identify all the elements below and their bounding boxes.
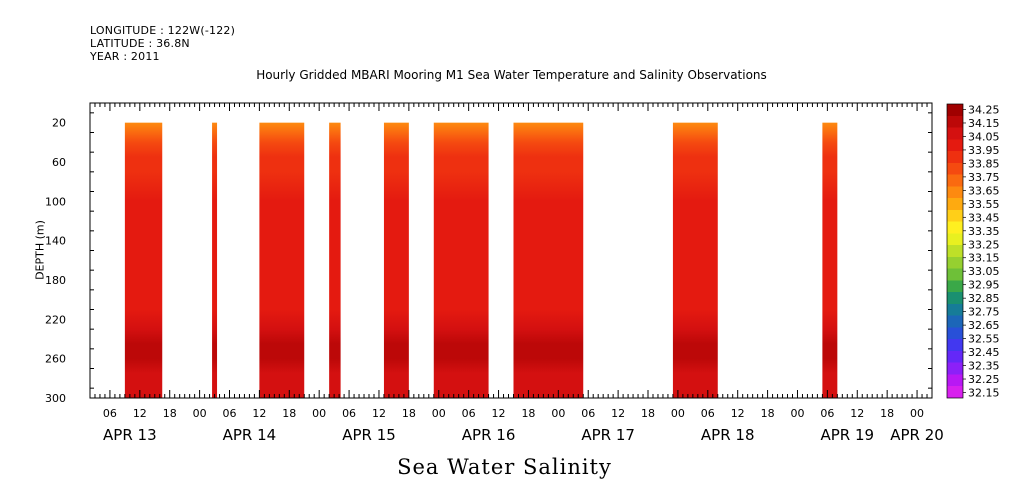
x-axis-label: Sea Water Salinity (397, 455, 612, 479)
colorbar-label: 33.25 (968, 238, 1000, 251)
x-day-label: APR 17 (581, 426, 635, 444)
colorbar-label: 33.55 (968, 198, 1000, 211)
colorbar-label: 33.85 (968, 157, 1000, 170)
colorbar-label: 32.15 (968, 387, 1000, 400)
x-tick-label: 00 (193, 407, 207, 420)
y-tick-label: 60 (52, 156, 66, 169)
y-tick-label: 100 (45, 195, 66, 208)
colorbar: 34.2534.1534.0533.9533.8533.7533.6533.55… (946, 103, 1000, 400)
colorbar-label: 32.85 (968, 292, 1000, 305)
data-segment (383, 122, 409, 399)
x-tick-label: 12 (731, 407, 745, 420)
data-segment (212, 122, 218, 399)
x-day-label: APR 16 (462, 426, 516, 444)
x-tick-label: 00 (432, 407, 446, 420)
colorbar-label: 33.75 (968, 171, 1000, 184)
x-tick-label: 18 (761, 407, 775, 420)
colorbar-label: 32.45 (968, 346, 1000, 359)
x-tick-label: 06 (462, 407, 476, 420)
colorbar-gradient (946, 103, 964, 399)
x-tick-label: 06 (342, 407, 356, 420)
x-tick-label: 12 (611, 407, 625, 420)
longitude-label: LONGITUDE : 122W(-122) (90, 24, 236, 37)
data-segment (822, 122, 838, 399)
data-segment (124, 122, 163, 399)
y-tick-label: 180 (45, 274, 66, 287)
data-segment (513, 122, 584, 399)
colorbar-label: 34.05 (968, 130, 1000, 143)
x-tick-label: 06 (820, 407, 834, 420)
y-tick-label: 300 (45, 392, 66, 405)
x-tick-label: 00 (671, 407, 685, 420)
colorbar-label: 33.05 (968, 265, 1000, 278)
x-day-label: APR 15 (342, 426, 396, 444)
y-tick-label: 20 (52, 117, 66, 130)
y-axis: 20 60 100 140 180 220 260 300 (45, 112, 932, 405)
x-day-label: APR 19 (821, 426, 875, 444)
y-tick-label: 140 (45, 235, 66, 248)
x-tick-label: 06 (701, 407, 715, 420)
colorbar-label: 32.95 (968, 279, 1000, 292)
y-tick-label: 260 (45, 353, 66, 366)
chart-title: Hourly Gridded MBARI Mooring M1 Sea Wate… (256, 68, 767, 82)
x-tick-label: 18 (163, 407, 177, 420)
x-tick-label: 00 (551, 407, 565, 420)
x-tick-label: 06 (223, 407, 237, 420)
x-tick-label: 06 (581, 407, 595, 420)
x-day-label: APR 20 (890, 426, 944, 444)
colorbar-label: 32.25 (968, 373, 1000, 386)
colorbar-label: 32.35 (968, 360, 1000, 373)
x-tick-label: 18 (282, 407, 296, 420)
data-segment (433, 122, 489, 399)
x-tick-label: 18 (402, 407, 416, 420)
year-label: YEAR : 2011 (90, 50, 160, 63)
x-tick-label: 00 (790, 407, 804, 420)
x-tick-label: 12 (252, 407, 266, 420)
x-tick-label: 12 (133, 407, 147, 420)
x-tick-label: 00 (910, 407, 924, 420)
x-tick-label: 06 (103, 407, 117, 420)
colorbar-label: 33.95 (968, 144, 1000, 157)
x-tick-label: 18 (880, 407, 894, 420)
data-segment (672, 122, 718, 399)
x-axis: 06 12 18 00 06 12 18 00 06 12 18 00 06 12 18 00 06 12 18 00… (89, 103, 944, 444)
data-segment (329, 122, 341, 399)
colorbar-label: 33.15 (968, 252, 1000, 265)
x-tick-label: 12 (850, 407, 864, 420)
x-day-label: APR 13 (103, 426, 157, 444)
y-tick-label: 220 (45, 313, 66, 326)
x-day-label: APR 18 (701, 426, 755, 444)
x-tick-label: 12 (372, 407, 386, 420)
colorbar-label: 33.65 (968, 184, 1000, 197)
data-segments (124, 122, 838, 399)
data-segment (259, 122, 305, 399)
x-tick-label: 18 (641, 407, 655, 420)
colorbar-label: 32.75 (968, 306, 1000, 319)
x-day-label: APR 14 (223, 426, 277, 444)
x-tick-label: 00 (312, 407, 326, 420)
colorbar-label: 34.25 (968, 104, 1000, 117)
x-tick-label: 18 (521, 407, 535, 420)
colorbar-label: 32.55 (968, 333, 1000, 346)
colorbar-label: 34.15 (968, 117, 1000, 130)
x-tick-label: 12 (492, 407, 506, 420)
colorbar-label: 32.65 (968, 319, 1000, 332)
colorbar-label: 33.35 (968, 225, 1000, 238)
latitude-label: LATITUDE : 36.8N (90, 37, 190, 50)
colorbar-label: 33.45 (968, 211, 1000, 224)
